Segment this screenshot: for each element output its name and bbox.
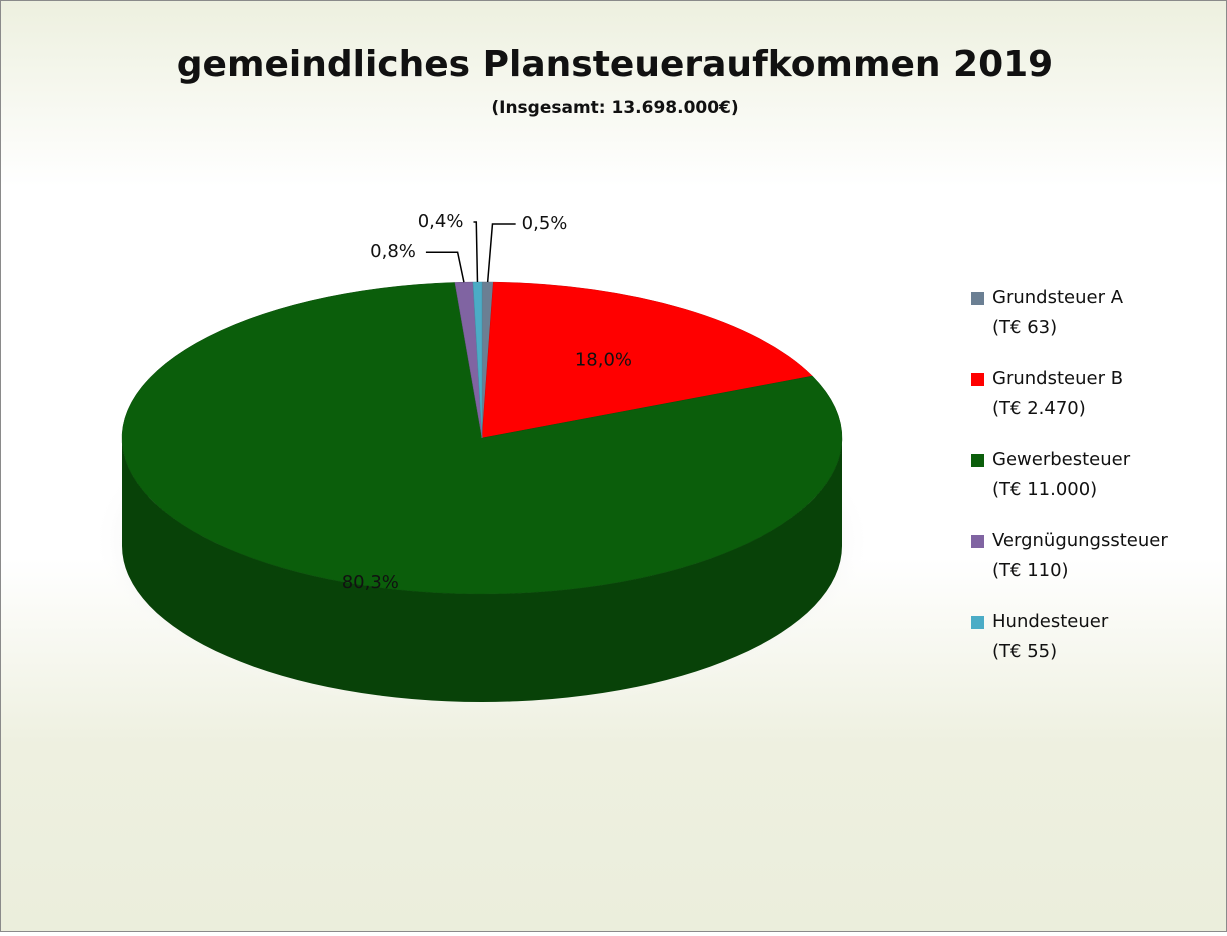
legend-label: Hundesteuer — [992, 611, 1109, 632]
pie: 0,5% 18,0% 80,3% 0,8%0,4% — [121, 211, 843, 702]
legend-label: Gewerbesteuer — [992, 449, 1131, 470]
legend-detail: (T€ 11.000) — [992, 479, 1097, 500]
legend-label: Grundsteuer A — [992, 287, 1124, 308]
legend-detail: (T€ 2.470) — [992, 398, 1086, 419]
pie-side — [122, 438, 842, 702]
data-label: 0,4% — [418, 211, 464, 232]
legend-marker — [971, 292, 984, 305]
pie-slice — [121, 282, 843, 595]
pie-slice — [481, 281, 813, 439]
chart-subtitle: (Insgesamt: 13.698.000€) — [491, 98, 738, 118]
legend-label: Grundsteuer B — [992, 368, 1123, 389]
leader-line — [425, 251, 465, 283]
chart-title: gemeindliches Plansteueraufkommen 2019 — [177, 44, 1053, 85]
data-label: 0,5% — [522, 213, 568, 234]
legend: Grundsteuer A (T€ 63) Grundsteuer B (T€ 2.4… — [971, 287, 1168, 662]
data-label: 80,3% — [342, 572, 399, 593]
legend-label: Vergnügungssteuer — [992, 530, 1168, 551]
legend-marker — [971, 535, 984, 548]
legend-marker — [971, 454, 984, 467]
leader-line — [486, 223, 516, 283]
legend-detail: (T€ 110) — [992, 560, 1069, 581]
data-label: 18,0% — [575, 350, 632, 371]
legend-marker — [971, 373, 984, 386]
legend-detail: (T€ 55) — [992, 641, 1057, 662]
legend-marker — [971, 616, 984, 629]
leader-line — [473, 221, 479, 283]
data-label: 0,8% — [370, 241, 416, 262]
legend-detail: (T€ 63) — [992, 317, 1057, 338]
